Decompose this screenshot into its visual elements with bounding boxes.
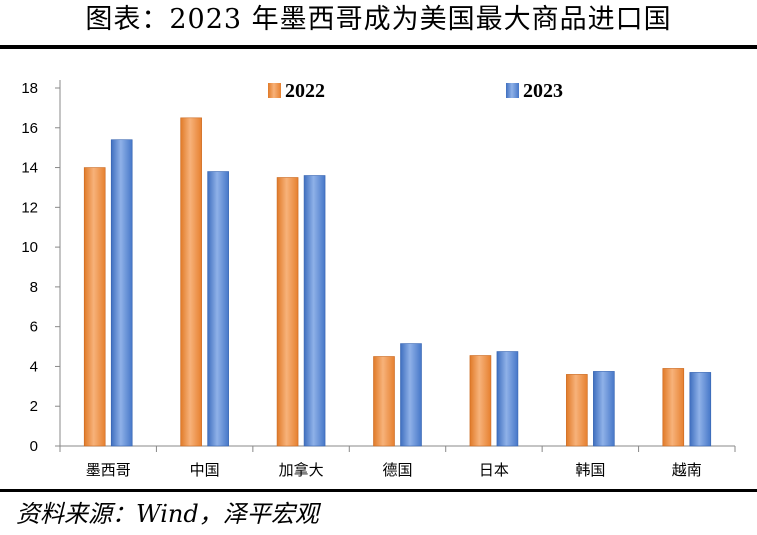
- bar-2022-1: [180, 117, 202, 447]
- bar-2022-2: [276, 177, 299, 447]
- bar-2023-0: [110, 139, 133, 447]
- source-note: 资料来源：Wind，泽平宏观: [16, 500, 319, 528]
- bar-2022-6: [662, 368, 685, 447]
- y-tick-label: 4: [30, 358, 38, 375]
- legend-swatch-2022: [268, 83, 281, 98]
- y-tick-label: 10: [21, 239, 38, 256]
- bar-2023-1: [207, 171, 229, 447]
- y-tick-label: 2: [30, 398, 38, 415]
- legend-swatch-2023: [506, 83, 519, 98]
- x-category-label: 越南: [672, 461, 702, 479]
- y-tick-label: 12: [21, 199, 38, 216]
- bar-2023-3: [400, 343, 422, 447]
- title-rule: [0, 45, 757, 49]
- bar-2023-2: [303, 175, 326, 447]
- chart-title: 图表：2023 年墨西哥成为美国最大商品进口国: [85, 4, 672, 35]
- x-category-label: 德国: [382, 461, 412, 479]
- bar-2022-5: [566, 374, 588, 447]
- y-tick-label: 18: [21, 80, 38, 97]
- x-category-label: 加拿大: [279, 461, 324, 479]
- x-category-label: 日本: [479, 461, 509, 479]
- y-tick-label: 14: [21, 160, 38, 177]
- bar-chart: 0 2 4 6 8 10 12 14 16 18 墨西哥 中国 加拿大 德国 日本 韩国 越南 2022 2023: [21, 80, 736, 479]
- bar-2023-4: [496, 351, 519, 447]
- x-category-label: 中国: [190, 461, 220, 479]
- y-tick-label: 8: [30, 279, 38, 296]
- x-category-label: 韩国: [575, 461, 605, 479]
- bar-2023-5: [593, 371, 615, 447]
- y-tick-label: 16: [21, 120, 38, 137]
- bar-2022-3: [373, 356, 395, 447]
- bar-2022-0: [83, 167, 106, 447]
- source-rule: [0, 489, 757, 492]
- y-tick-label: 6: [30, 319, 38, 336]
- legend-label-2023: 2023: [523, 80, 563, 102]
- y-tick-label: 0: [30, 438, 38, 455]
- bar-2022-4: [469, 355, 492, 447]
- legend-label-2022: 2022: [285, 80, 325, 102]
- x-category-label: 墨西哥: [86, 461, 131, 479]
- bar-2023-6: [689, 372, 712, 447]
